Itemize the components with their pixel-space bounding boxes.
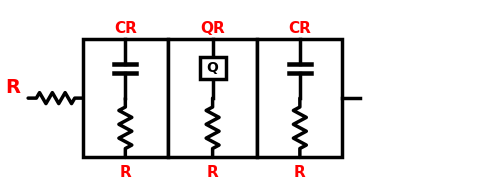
Text: R: R xyxy=(6,78,20,97)
Bar xyxy=(168,39,258,157)
Text: R: R xyxy=(120,165,131,180)
Text: Q: Q xyxy=(206,61,218,75)
Bar xyxy=(258,39,342,157)
Bar xyxy=(83,39,168,157)
Text: R: R xyxy=(294,165,306,180)
Text: QR: QR xyxy=(200,21,225,36)
Text: R: R xyxy=(206,165,218,180)
Bar xyxy=(200,57,226,79)
Text: CR: CR xyxy=(288,21,312,36)
Text: CR: CR xyxy=(114,21,137,36)
